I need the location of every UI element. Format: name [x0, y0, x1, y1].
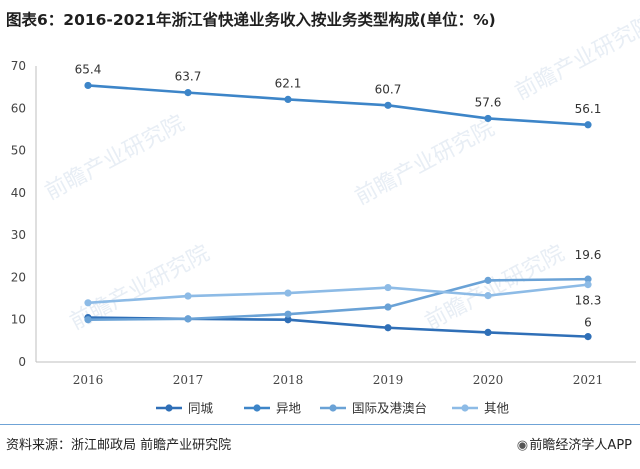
- series-line: [87, 316, 589, 338]
- series-line: [87, 84, 589, 127]
- source-note: 资料来源：浙江邮政局 前瞻产业研究院: [6, 438, 232, 453]
- legend-label: 其他: [484, 401, 510, 416]
- data-point: [384, 303, 392, 311]
- data-point: [484, 328, 492, 336]
- series-layer: [84, 81, 592, 341]
- brand-credit: ◉前瞻经济学人APP: [515, 434, 632, 453]
- data-point: [384, 101, 392, 109]
- data-point: [484, 276, 492, 284]
- x-tick-label: 2019: [373, 373, 404, 387]
- data-point: [184, 315, 192, 323]
- data-point: [284, 289, 292, 297]
- legend-label: 异地: [276, 401, 302, 416]
- y-tick-label: 60: [11, 101, 26, 115]
- watermark-text: 前瞻产业研究院: [41, 111, 189, 205]
- y-tick-label: 50: [11, 144, 26, 158]
- watermark-text: 前瞻产业研究院: [351, 116, 499, 210]
- data-point: [584, 281, 592, 289]
- legend-marker: [165, 404, 173, 412]
- data-label: 62.1: [275, 76, 302, 90]
- x-tick-label: 2018: [273, 373, 304, 387]
- data-point: [484, 292, 492, 300]
- data-point: [84, 81, 92, 90]
- data-label: 19.6: [575, 248, 602, 262]
- y-tick-label: 20: [11, 270, 26, 284]
- legend-marker: [329, 404, 337, 412]
- x-tick-label: 2020: [473, 373, 504, 387]
- series-line: [87, 277, 589, 322]
- legend-marker: [253, 404, 261, 412]
- data-point: [184, 292, 192, 300]
- legend-label: 同城: [188, 401, 214, 416]
- data-point: [384, 283, 392, 292]
- watermark-text: 前瞻产业研究院: [511, 11, 640, 105]
- data-point: [384, 324, 392, 332]
- series-line: [87, 283, 589, 305]
- data-label: 60.7: [375, 82, 402, 96]
- y-tick-label: 0: [18, 355, 26, 369]
- data-labels: 6 65.4 63.7 62.1 60.7 57.6 56.1 19.6 18.3: [75, 62, 602, 329]
- data-point: [584, 275, 592, 283]
- y-tick-label: 40: [11, 186, 26, 200]
- data-point: [584, 333, 592, 341]
- data-point: [584, 121, 592, 129]
- data-label: 56.1: [575, 102, 602, 116]
- data-label: 57.6: [475, 95, 502, 109]
- y-tick-label: 70: [11, 59, 26, 73]
- data-label: 18.3: [575, 294, 602, 308]
- data-point: [284, 316, 292, 324]
- data-point: [284, 310, 292, 318]
- data-label: 6: [584, 316, 592, 330]
- data-point: [284, 95, 292, 104]
- footer-divider: [0, 424, 640, 425]
- x-tick-label: 2016: [73, 373, 104, 387]
- axes: 0 10 20 30 40 50 60 70 2016 2017 2018 2019 2020 2021: [11, 59, 636, 387]
- legend: 同城 异地 国际及港澳台 其他: [156, 401, 510, 416]
- data-point: [184, 89, 192, 97]
- data-point: [84, 316, 92, 324]
- data-point: [484, 114, 492, 123]
- chart-title: 图表6：2016-2021年浙江省快递业务收入按业务类型构成(单位：%): [6, 11, 496, 29]
- legend-label: 国际及港澳台: [352, 401, 427, 416]
- data-label: 65.4: [75, 62, 102, 76]
- x-tick-label: 2021: [573, 373, 604, 387]
- x-tick-label: 2017: [173, 373, 204, 387]
- data-point: [84, 299, 92, 307]
- brand-name: 前瞻经济学人APP: [529, 438, 632, 453]
- brand-logo-icon: ◉: [516, 438, 529, 453]
- y-tick-label: 10: [11, 313, 26, 327]
- data-label: 63.7: [175, 70, 202, 84]
- legend-marker: [461, 404, 469, 412]
- y-tick-label: 30: [11, 228, 26, 242]
